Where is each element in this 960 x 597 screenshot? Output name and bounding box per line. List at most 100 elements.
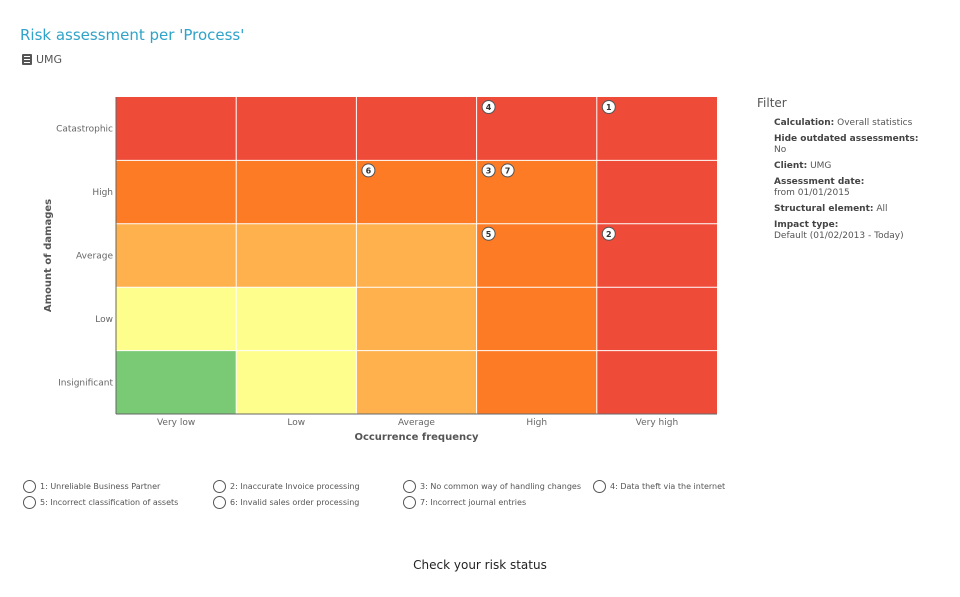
legend-item[interactable]: 5: Incorrect classification of assets xyxy=(23,496,213,509)
risk-marker-label: 6 xyxy=(366,166,372,175)
circle-icon xyxy=(403,480,416,493)
heatmap-cell xyxy=(356,160,477,224)
heatmap-cell xyxy=(596,223,717,288)
risk-marker-label: 4 xyxy=(486,103,492,112)
heatmap-cell xyxy=(116,160,237,224)
heatmap-cell xyxy=(476,350,597,414)
filter-panel: Filter Calculation: Overall statistics H… xyxy=(757,96,952,247)
legend-item[interactable]: 2: Inaccurate Invoice processing xyxy=(213,480,403,493)
heatmap-cell xyxy=(236,287,357,351)
risk-marker xyxy=(481,100,496,114)
y-tick-label: Low xyxy=(95,315,113,325)
circle-icon xyxy=(23,496,36,509)
risk-marker-label: 7 xyxy=(505,166,511,175)
circle-icon xyxy=(213,496,226,509)
heatmap-cell xyxy=(236,223,357,288)
filter-key: Assessment date: xyxy=(774,177,865,187)
risk-marker-label: 2 xyxy=(606,230,612,239)
legend-label: 3: No common way of handling changes xyxy=(420,482,581,491)
filter-value: UMG xyxy=(810,161,832,171)
filter-item-client: Client: UMG xyxy=(774,161,952,172)
legend-label: 4: Data theft via the internet xyxy=(610,482,726,491)
legend-label: 2: Inaccurate Invoice processing xyxy=(230,482,360,491)
legend-item[interactable]: 4: Data theft via the internet xyxy=(593,480,753,493)
heatmap-cell xyxy=(116,287,237,351)
x-tick-label: Average xyxy=(398,418,435,428)
risk-marker xyxy=(500,163,515,178)
x-tick-label: Low xyxy=(287,418,305,428)
filter-key: Impact type: xyxy=(774,220,839,230)
heatmap-cell xyxy=(356,223,477,288)
filter-key: Hide outdated assessments: xyxy=(774,134,919,144)
heatmap-cell xyxy=(476,97,597,161)
legend-item[interactable]: 6: Invalid sales order processing xyxy=(213,496,403,509)
heatmap-cell xyxy=(356,287,477,351)
filter-item-structural-element: Structural element: All xyxy=(774,204,952,215)
risk-marker-label: 3 xyxy=(486,166,492,175)
filter-item-calculation: Calculation: Overall statistics xyxy=(774,118,952,129)
legend-label: 6: Invalid sales order processing xyxy=(230,498,360,507)
filter-value: Overall statistics xyxy=(837,118,913,128)
risk-legend: 1: Unreliable Business Partner 2: Inaccu… xyxy=(23,480,783,509)
filter-item-hide-outdated: Hide outdated assessments: No xyxy=(774,134,952,156)
heatmap-cell xyxy=(356,97,477,161)
x-tick-label: Very high xyxy=(636,418,679,428)
circle-icon xyxy=(403,496,416,509)
filter-value: Default (01/02/2013 - Today) xyxy=(774,231,904,241)
risk-marker xyxy=(601,100,616,114)
filter-value: All xyxy=(876,204,888,214)
check-risk-status-link[interactable]: Check your risk status xyxy=(413,558,547,572)
risk-marker-label: 5 xyxy=(486,230,492,239)
filter-key: Calculation: xyxy=(774,118,835,128)
filter-item-impact-type: Impact type: Default (01/02/2013 - Today… xyxy=(774,220,952,242)
heatmap-cell xyxy=(236,97,357,161)
y-tick-label: Insignificant xyxy=(58,378,113,388)
heatmap-cell xyxy=(236,350,357,414)
y-tick-label: Catastrophic xyxy=(56,125,113,135)
filter-item-assessment-date: Assessment date: from 01/01/2015 xyxy=(774,177,952,199)
legend-label: 1: Unreliable Business Partner xyxy=(40,482,161,491)
legend-label: 5: Incorrect classification of assets xyxy=(40,498,179,507)
circle-icon xyxy=(213,480,226,493)
legend-item[interactable]: 3: No common way of handling changes xyxy=(403,480,593,493)
heatmap-cell xyxy=(236,160,357,224)
risk-marker xyxy=(481,163,496,178)
heatmap-cell xyxy=(596,287,717,351)
filter-heading: Filter xyxy=(757,96,787,110)
risk-marker-label: 1 xyxy=(606,103,612,112)
filter-value: from 01/01/2015 xyxy=(774,188,850,198)
building-icon xyxy=(22,54,32,65)
risk-marker xyxy=(601,226,616,241)
filter-value: No xyxy=(774,145,787,155)
x-tick-label: Very low xyxy=(157,418,195,428)
filter-key: Client: xyxy=(774,161,808,171)
y-axis-title: Amount of damages xyxy=(43,199,54,312)
client-line: UMG xyxy=(22,53,62,66)
y-tick-label: High xyxy=(92,188,113,198)
filter-key: Structural element: xyxy=(774,204,874,214)
page-title: Risk assessment per 'Process' xyxy=(20,26,245,44)
x-tick-label: High xyxy=(526,418,547,428)
risk-marker xyxy=(361,163,376,178)
heatmap-cell xyxy=(116,97,237,161)
heatmap-cell xyxy=(476,287,597,351)
heatmap-cell xyxy=(476,223,597,288)
heatmap-cell xyxy=(116,223,237,288)
risk-marker xyxy=(481,226,496,241)
heatmap-cell xyxy=(596,160,717,224)
circle-icon xyxy=(593,480,606,493)
x-axis-title: Occurrence frequency xyxy=(354,432,479,443)
legend-label: 7: Incorrect journal entries xyxy=(420,498,527,507)
risk-heatmap: Very low Low Average High Very high Insignifi… xyxy=(43,97,717,443)
circle-icon xyxy=(23,480,36,493)
heatmap-cell xyxy=(356,350,477,414)
heatmap-cell xyxy=(596,97,717,161)
heatmap-cell xyxy=(596,350,717,414)
heatmap-cell xyxy=(116,350,237,414)
legend-item[interactable]: 7: Incorrect journal entries xyxy=(403,496,593,509)
legend-item[interactable]: 1: Unreliable Business Partner xyxy=(23,480,213,493)
client-name: UMG xyxy=(36,53,63,66)
heatmap-cell xyxy=(476,160,597,224)
y-tick-label: Average xyxy=(76,252,113,262)
